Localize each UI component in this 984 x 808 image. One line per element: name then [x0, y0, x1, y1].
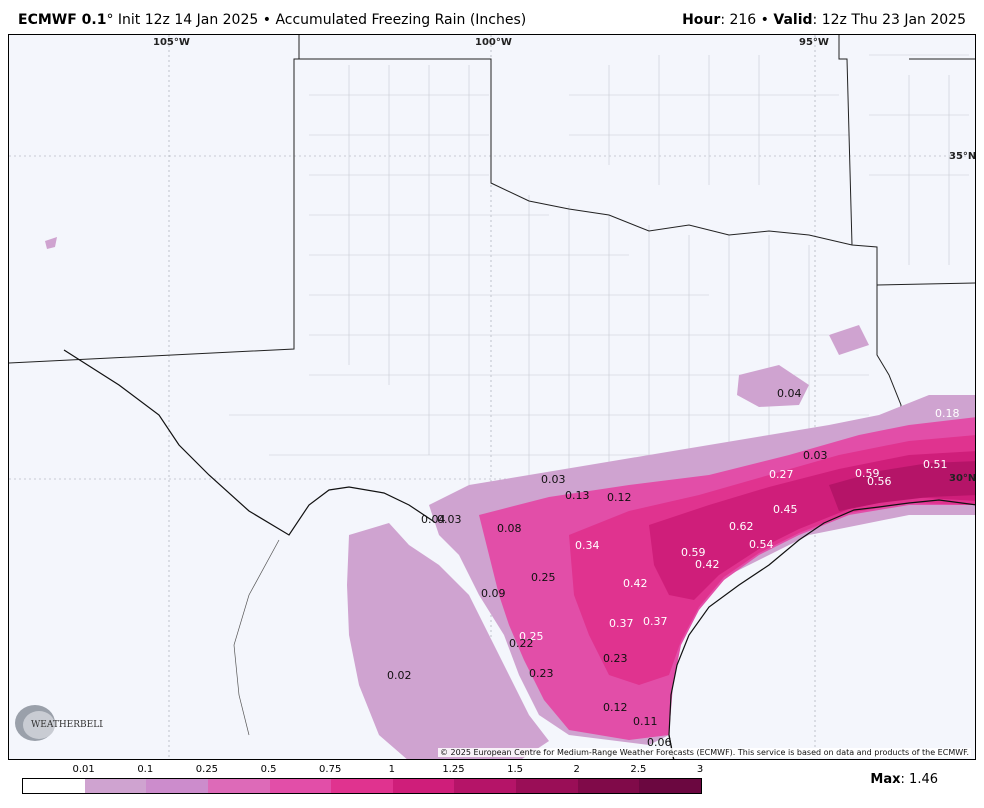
- value-label: 0.37: [609, 617, 634, 630]
- value-label: 0.08: [497, 522, 522, 535]
- legend-tick-label: 0.01: [72, 764, 95, 775]
- value-label: 0.06: [647, 736, 672, 749]
- header-valid: Hour: 216 • Valid: 12z Thu 23 Jan 2025: [682, 12, 966, 28]
- legend-swatch: [269, 779, 332, 793]
- value-label: 0.11: [633, 715, 658, 728]
- value-label: 0.56: [867, 475, 892, 488]
- legend-tick-label: 0.75: [319, 764, 342, 775]
- value-label: 0.37: [643, 615, 668, 628]
- value-label: 0.09: [481, 587, 506, 600]
- lat-label-30n: 30°N: [949, 473, 976, 484]
- value-label: 0.04: [777, 387, 802, 400]
- legend-swatch: [84, 779, 147, 793]
- value-label: 0.42: [695, 558, 720, 571]
- ecmwf-credit: © 2025 European Centre for Medium-Range …: [438, 748, 971, 757]
- lon-label-105w: 105°W: [153, 37, 190, 48]
- state-boundaries: [9, 35, 975, 466]
- legend-tick-label: 2: [573, 764, 580, 775]
- legend-tick-label: 1: [388, 764, 395, 775]
- lon-label-95w: 95°W: [799, 37, 829, 48]
- value-label: 0.23: [529, 667, 554, 680]
- value-label: 0.03: [437, 513, 462, 526]
- value-label: 0.12: [607, 491, 632, 504]
- valid-time: 12z Thu 23 Jan 2025: [821, 12, 966, 28]
- init-time: Init 12z 14 Jan 2025: [117, 12, 259, 28]
- legend-swatch: [331, 779, 393, 793]
- value-label: 0.22: [509, 637, 534, 650]
- map-panel: 105°W 100°W 95°W 35°N 30°N 0.04 0.18 0.0…: [8, 34, 976, 760]
- legend-ticks: 0.01 0.1 0.25 0.5 0.75 1 1.25 1.5 2 2.5 3: [22, 764, 704, 778]
- legend-swatch: [23, 779, 85, 793]
- value-label: 0.04: [421, 513, 446, 526]
- value-label: 0.23: [603, 652, 628, 665]
- graticule-labels: 105°W 100°W 95°W 35°N 30°N: [153, 37, 976, 484]
- value-labels: 0.04 0.18 0.03 0.27 0.59 0.51 0.56 0.03 …: [387, 387, 960, 749]
- weatherbell-logo: WEATHERBELL: [13, 699, 103, 745]
- value-label: 0.27: [769, 468, 794, 481]
- gulf-coastline: [668, 499, 975, 759]
- legend-tick-label: 0.25: [195, 764, 219, 775]
- header-title: ECMWF 0.1° Init 12z 14 Jan 2025 • Accumu…: [18, 12, 527, 28]
- legend-tick-label: 0.5: [260, 764, 277, 775]
- value-label: 0.59: [855, 467, 880, 480]
- legend-colorbar: [22, 778, 702, 794]
- lat-label-35n: 35°N: [949, 151, 976, 162]
- logo-text: WEATHERBELL: [31, 720, 103, 730]
- legend-swatch: [639, 779, 702, 793]
- legend-tick-label: 0.1: [137, 764, 154, 775]
- value-label: 0.25: [531, 571, 556, 584]
- county-lines: [229, 54, 969, 555]
- freezing-rain-field: [45, 237, 975, 759]
- map-header: ECMWF 0.1° Init 12z 14 Jan 2025 • Accumu…: [0, 0, 984, 34]
- weatherbell-logo-icon: WEATHERBELL: [15, 705, 103, 741]
- legend-tick-label: 2.5: [630, 764, 647, 775]
- value-label: 0.34: [575, 539, 600, 552]
- value-label: 0.51: [923, 458, 948, 471]
- product-name: Accumulated Freezing Rain (Inches): [275, 12, 527, 28]
- mexico-state-line: [233, 539, 280, 736]
- legend-swatch: [577, 779, 640, 793]
- value-label: 0.02: [387, 669, 412, 682]
- legend-swatch: [207, 779, 270, 793]
- value-label: 0.59: [681, 546, 706, 559]
- model-name: ECMWF 0.1: [18, 12, 107, 28]
- map-canvas: 105°W 100°W 95°W 35°N 30°N 0.04 0.18 0.0…: [9, 35, 976, 759]
- value-label: 0.03: [803, 449, 828, 462]
- value-label: 0.25: [519, 630, 544, 643]
- max-value: Max: 1.46: [870, 772, 938, 787]
- legend-tick-label: 3: [696, 764, 704, 775]
- value-label: 0.18: [935, 407, 960, 420]
- value-label: 0.03: [541, 473, 566, 486]
- lon-label-100w: 100°W: [475, 37, 512, 48]
- legend-swatch: [392, 779, 455, 793]
- value-label: 0.13: [565, 489, 590, 502]
- legend-swatch: [516, 779, 578, 793]
- value-label: 0.45: [773, 503, 798, 516]
- forecast-hour: 216: [729, 12, 757, 28]
- legend-swatch: [146, 779, 208, 793]
- max-number: 1.46: [909, 772, 938, 787]
- legend-tick-label: 1.25: [442, 764, 465, 775]
- value-label: 0.42: [623, 577, 648, 590]
- color-legend: 0.01 0.1 0.25 0.5 0.75 1 1.25 1.5 2 2.5 3: [22, 764, 704, 794]
- legend-swatch: [454, 779, 517, 793]
- value-label: 0.54: [749, 538, 774, 551]
- value-label: 0.62: [729, 520, 754, 533]
- value-label: 0.12: [603, 701, 628, 714]
- legend-tick-label: 1.5: [507, 764, 524, 775]
